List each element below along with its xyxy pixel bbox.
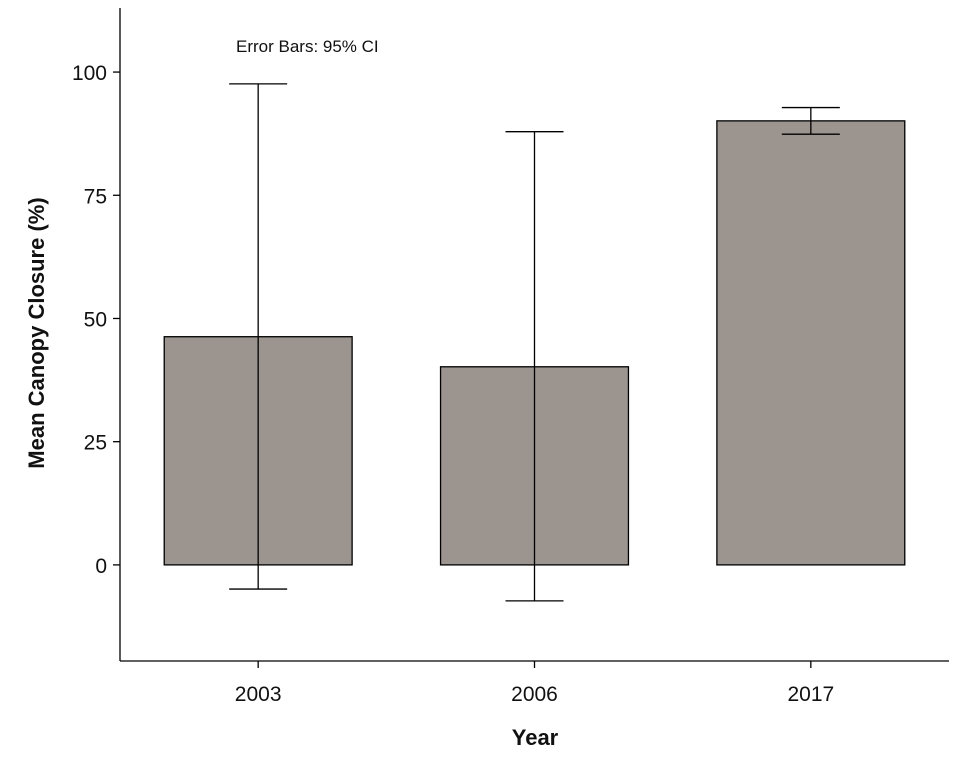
error-bars-note: Error Bars: 95% CI: [236, 37, 379, 56]
x-tick-label: 2003: [235, 683, 282, 706]
x-axis-ticks: 2003 2006 2017: [235, 661, 834, 706]
y-tick-label: 100: [72, 62, 107, 85]
y-tick-label: 25: [84, 432, 107, 455]
x-tick-label: 2017: [787, 683, 834, 706]
y-tick-label: 0: [95, 555, 107, 578]
bar-2017: [716, 120, 906, 566]
y-tick-label: 50: [84, 308, 107, 331]
y-axis-title: Mean Canopy Closure (%): [24, 197, 49, 468]
y-axis-ticks: 0 25 50 75 100: [72, 62, 120, 578]
y-tick-label: 75: [84, 185, 107, 208]
error-bars: [229, 83, 840, 602]
x-axis-title: Year: [512, 725, 559, 750]
x-tick-label: 2006: [511, 683, 558, 706]
